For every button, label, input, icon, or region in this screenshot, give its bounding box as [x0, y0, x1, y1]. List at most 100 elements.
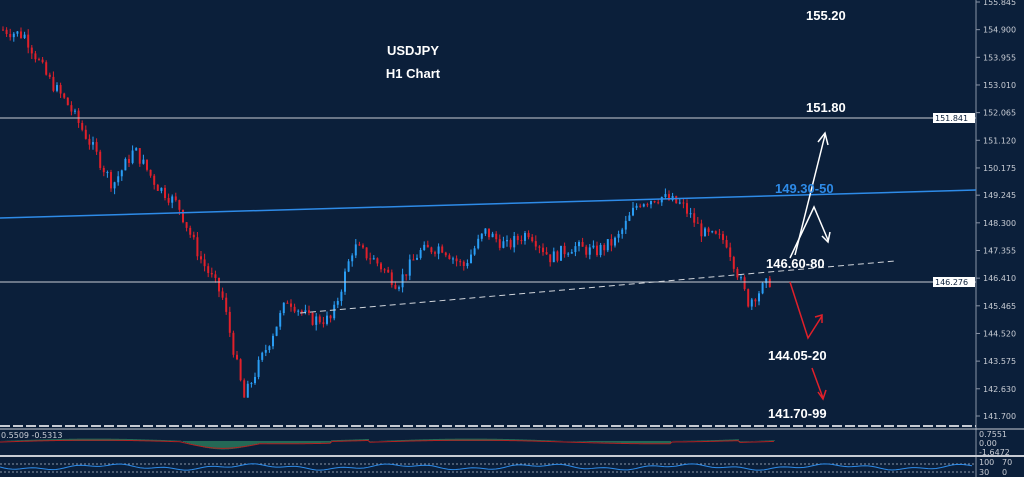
y-tick-label: 143.575 — [983, 357, 1016, 366]
candle-body — [754, 299, 757, 302]
y-tick-label: 150.175 — [983, 164, 1016, 173]
candle-body — [135, 148, 138, 151]
y-tick-label: 144.520 — [983, 329, 1016, 338]
candle-body — [704, 228, 706, 237]
candle-body — [599, 244, 602, 256]
price-tag-146276-text: 146.276 — [935, 278, 968, 287]
candle-body — [545, 252, 548, 255]
candle-body — [596, 245, 598, 256]
candle-body — [405, 274, 408, 276]
y-tick-label: 155.845 — [983, 0, 1016, 7]
candle-body — [250, 383, 253, 385]
candle-body — [326, 315, 328, 324]
candle-body — [182, 209, 184, 223]
y-tick-label: 147.355 — [983, 246, 1016, 255]
candle-body — [621, 229, 624, 234]
candle-body — [380, 263, 382, 270]
chart-subtitle: H1 Chart — [386, 66, 441, 81]
annotation-144-05-20: 144.05-20 — [768, 348, 827, 363]
candle-body — [653, 201, 656, 203]
candle-body — [549, 254, 552, 263]
candle-body — [246, 383, 249, 398]
candle-body — [315, 316, 318, 325]
candle-body — [416, 257, 418, 260]
y-tick-label: 146.410 — [983, 274, 1016, 283]
y-tick-label: 145.465 — [983, 302, 1016, 311]
candle-body — [668, 194, 670, 200]
candle-body — [304, 310, 307, 313]
candle-body — [63, 93, 66, 98]
candle-body — [171, 196, 174, 203]
y-tick-label: 154.900 — [983, 26, 1016, 35]
candle-body — [221, 291, 224, 298]
candle-body — [538, 246, 541, 248]
candle-body — [185, 222, 188, 228]
candle-body — [369, 258, 372, 260]
candle-body — [92, 142, 94, 145]
candle-body — [275, 326, 278, 336]
candle-body — [628, 215, 631, 221]
candle-body — [750, 299, 753, 307]
candle-body — [398, 287, 400, 289]
candle-body — [563, 245, 566, 255]
bearish-arrows — [789, 281, 827, 401]
candle-body — [552, 251, 555, 263]
candle-body — [725, 239, 728, 248]
candle-body — [311, 312, 314, 325]
candle-body — [99, 151, 102, 168]
y-tick-label: 152.065 — [983, 109, 1016, 118]
candle-body — [664, 194, 667, 197]
candle-body — [45, 62, 48, 75]
candle-body — [308, 310, 310, 313]
candle-body — [41, 59, 44, 63]
candle-body — [52, 76, 55, 91]
candle-body — [556, 251, 559, 261]
candle-body — [257, 359, 260, 377]
candle-body — [153, 175, 156, 185]
candle-body — [534, 241, 537, 247]
candle-body — [574, 246, 577, 253]
candle-body — [657, 202, 660, 204]
candle-body — [408, 259, 411, 276]
candle-body — [189, 227, 192, 235]
bullish-arrows — [789, 131, 831, 259]
candle-body — [732, 257, 735, 269]
candle-body — [20, 31, 22, 38]
macd-tick-min: -1.6472 — [979, 448, 1010, 457]
candle-body — [635, 205, 638, 208]
candle-body — [520, 240, 523, 242]
candle-body — [261, 352, 264, 360]
candle-body — [700, 223, 703, 237]
candle-body — [30, 47, 33, 54]
candle-body — [650, 201, 652, 205]
candle-body — [707, 228, 710, 232]
candle-body — [693, 213, 696, 223]
candle-body — [722, 234, 724, 240]
macd-signal-line — [0, 439, 775, 449]
candle-body — [495, 233, 498, 240]
candle-body — [592, 245, 595, 248]
candle-body — [480, 233, 483, 239]
candle-body — [167, 198, 170, 203]
candle-body — [513, 236, 516, 248]
candle-body — [610, 239, 613, 246]
candle-body — [2, 29, 4, 31]
candle-body — [210, 272, 213, 275]
rsi-tick-70: 70 — [1002, 458, 1012, 467]
y-tick-label: 153.955 — [983, 53, 1016, 62]
macd-values: 0.5509 -0.5313 — [1, 431, 62, 440]
candle-body — [23, 34, 26, 38]
price-tag-146276 — [933, 277, 975, 287]
candle-body — [531, 237, 534, 242]
y-tick-label: 151.120 — [983, 136, 1016, 145]
candle-body — [128, 158, 130, 163]
chart-title: USDJPY — [387, 43, 439, 58]
candle-body — [5, 29, 8, 34]
candle-body — [758, 293, 760, 302]
candle-body — [437, 246, 440, 254]
candle-body — [502, 241, 505, 248]
candle-body — [232, 332, 235, 355]
candle-body — [578, 242, 580, 247]
candle-body — [639, 205, 642, 207]
